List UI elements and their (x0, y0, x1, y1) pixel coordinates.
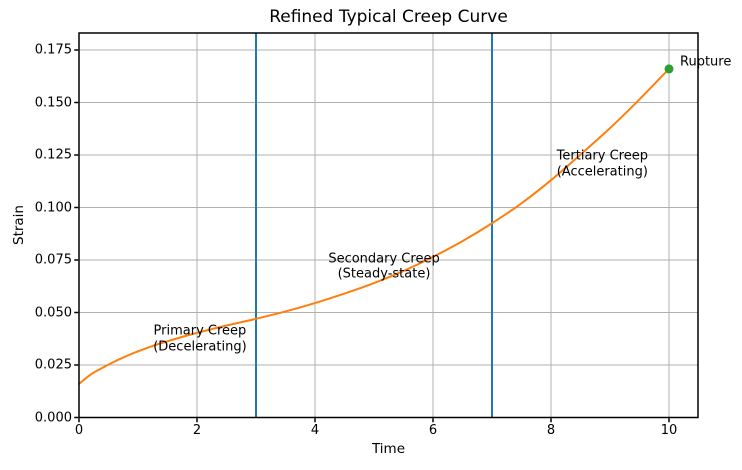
x-tick-label: 8 (546, 423, 556, 438)
x-axis-label: Time (371, 441, 406, 457)
y-tick-label: 0.075 (34, 252, 72, 268)
chart-title: Refined Typical Creep Curve (269, 7, 508, 27)
phase-annotation: Secondary Creep (Steady-state) (328, 252, 439, 283)
y-tick-label: 0.150 (34, 95, 72, 110)
phase-annotation-line: (Steady-state) (337, 267, 431, 283)
phase-annotation: Tertiary Creep (Accelerating) (557, 149, 648, 180)
phase-annotation-line: Tertiary Creep (556, 148, 648, 164)
x-tick-label: 10 (660, 423, 678, 438)
axes-spines (78, 32, 699, 419)
rupture-marker (664, 64, 674, 74)
phase-annotation-line: (Accelerating) (556, 164, 648, 180)
y-tick-label: 0.175 (34, 42, 72, 58)
phase-annotation: Primary Creep (Decelerating) (153, 324, 246, 355)
x-tick-label: 0 (74, 423, 84, 438)
y-tick-label: 0.025 (34, 357, 72, 373)
x-tick-label: 4 (310, 423, 320, 438)
phase-annotation-line: Secondary Creep (328, 251, 440, 267)
phase-annotation-line: (Decelerating) (153, 339, 247, 355)
y-tick-label: 0.125 (34, 147, 72, 163)
rupture-annotation: Rupture (680, 54, 732, 70)
phase-annotation-line: Primary Creep (153, 324, 247, 340)
x-tick-label: 6 (428, 423, 438, 438)
y-tick-label: 0.050 (34, 305, 72, 320)
creep-curve (78, 67, 670, 385)
y-tick-label: 0.100 (34, 200, 72, 215)
x-tick-label: 2 (192, 423, 202, 438)
y-tick-label: 0.000 (34, 410, 72, 425)
